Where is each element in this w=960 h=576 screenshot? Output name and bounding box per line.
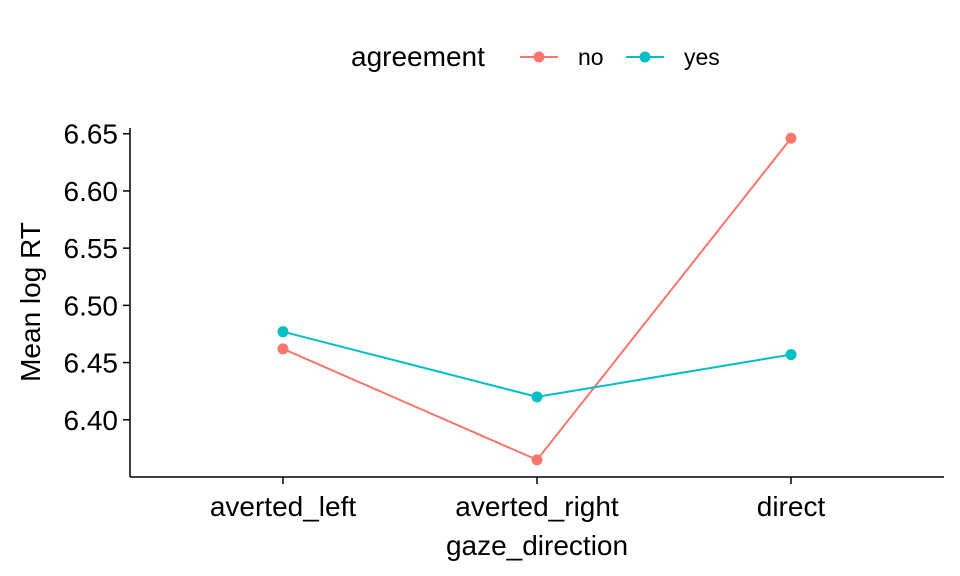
y-tick-label: 6.60: [64, 176, 119, 207]
legend-item-no: no: [520, 44, 604, 70]
data-point-no: [531, 454, 543, 466]
y-tick-label: 6.40: [64, 405, 119, 436]
data-point-no: [785, 132, 797, 144]
legend: agreement no yes: [351, 41, 720, 72]
x-tick-label: averted_right: [455, 491, 619, 522]
x-axis-ticks: averted_left averted_right direct: [210, 477, 826, 522]
y-axis-title: Mean log RT: [15, 222, 46, 382]
series-layer: [277, 132, 797, 466]
x-axis-title: gaze_direction: [446, 530, 628, 561]
y-tick-label: 6.50: [64, 290, 119, 321]
y-tick-label: 6.65: [64, 119, 119, 150]
data-point-yes: [277, 326, 289, 338]
legend-label-no: no: [578, 44, 604, 70]
legend-key-point-yes: [639, 51, 651, 63]
x-tick-label: averted_left: [210, 491, 357, 522]
legend-item-yes: yes: [626, 44, 720, 70]
data-point-yes: [785, 349, 797, 361]
data-point-yes: [531, 391, 543, 403]
legend-key-point-no: [533, 51, 545, 63]
series-line-no: [282, 137, 792, 462]
y-tick-label: 6.45: [64, 348, 119, 379]
y-axis-ticks: 6.40 6.45 6.50 6.55 6.60 6.65: [64, 119, 130, 436]
data-point-no: [277, 343, 289, 355]
x-tick-label: direct: [757, 491, 826, 522]
legend-title: agreement: [351, 41, 485, 72]
series-line-yes: [282, 330, 792, 398]
y-tick-label: 6.55: [64, 233, 119, 264]
legend-label-yes: yes: [684, 44, 720, 70]
